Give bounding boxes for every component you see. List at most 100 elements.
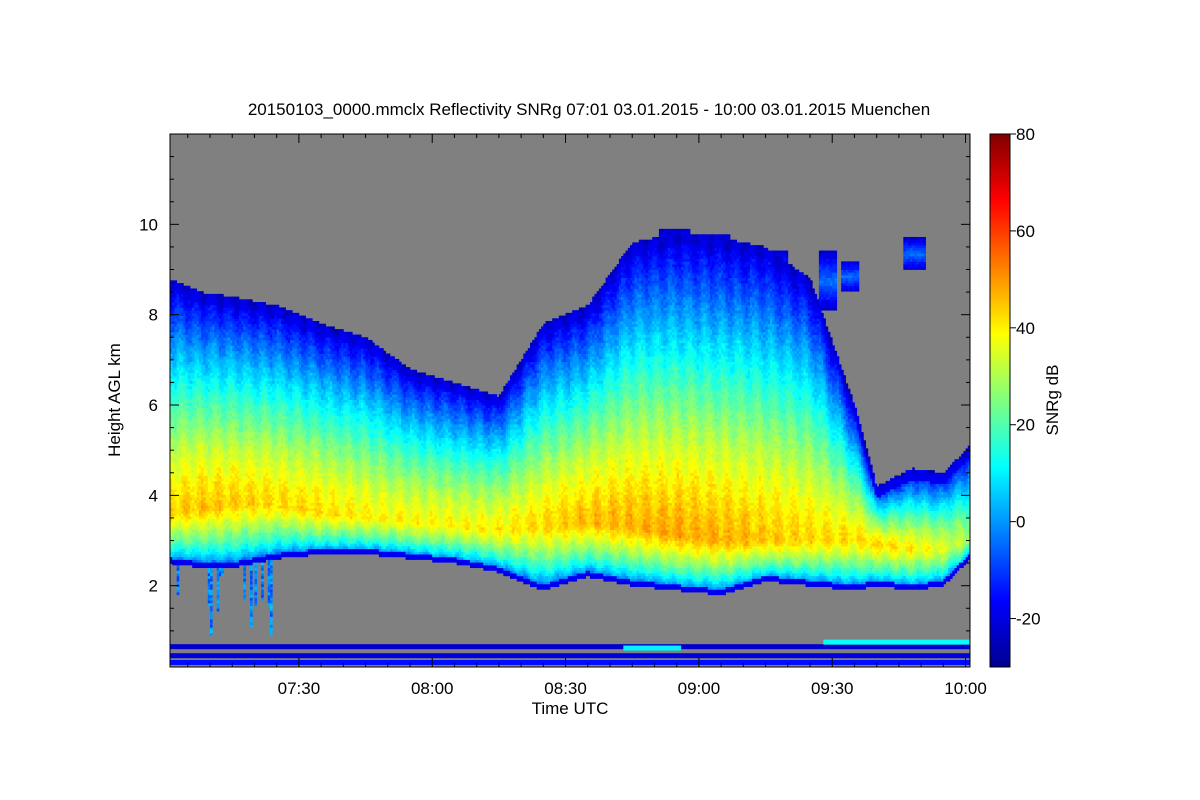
- heat-cell: [174, 370, 177, 373]
- heat-cell: [243, 438, 246, 441]
- heat-cell: [254, 530, 257, 533]
- heat-cell: [254, 389, 257, 406]
- heat-cell: [363, 519, 366, 522]
- heat-cell: [210, 627, 213, 630]
- heat-cell: [334, 505, 337, 511]
- heat-cell: [303, 530, 306, 533]
- heat-cell: [354, 532, 357, 535]
- heat-cell: [270, 587, 273, 590]
- heat-cell: [334, 524, 337, 527]
- heat-cell: [214, 400, 217, 403]
- heat-cell: [174, 527, 177, 533]
- heat-cell: [354, 378, 357, 381]
- heat-cell: [354, 427, 357, 433]
- heat-cell: [261, 597, 264, 600]
- heat-cell: [250, 611, 253, 614]
- heat-cell: [183, 535, 186, 538]
- heat-cell: [270, 573, 273, 576]
- heat-cell: [223, 557, 226, 560]
- heat-cell: [183, 549, 186, 555]
- heat-cell: [250, 625, 253, 628]
- heat-cell: [214, 503, 217, 506]
- heat-cell: [294, 497, 297, 506]
- heat-cell: [214, 359, 217, 362]
- heat-cell: [183, 554, 186, 557]
- heat-cell: [263, 541, 266, 544]
- heat-cell: [210, 584, 213, 590]
- heat-cell: [223, 524, 226, 527]
- heat-cell: [314, 432, 317, 435]
- heat-cell: [234, 522, 237, 531]
- heat-cell: [210, 576, 213, 579]
- heat-cell: [314, 378, 317, 381]
- heat-cell: [270, 560, 273, 563]
- heat-cell: [283, 391, 286, 397]
- heat-cell: [183, 532, 186, 535]
- heat-cell: [214, 489, 217, 500]
- heat-cell: [174, 497, 177, 500]
- heat-cell: [314, 359, 317, 362]
- heat-cell: [250, 614, 253, 617]
- heat-cell: [223, 497, 226, 508]
- heat-cell: [334, 329, 337, 332]
- heat-cell: [263, 435, 266, 438]
- heat-cell: [303, 343, 306, 352]
- heat-cell: [234, 359, 237, 362]
- heat-cell: [283, 551, 286, 557]
- heat-cell: [314, 508, 317, 511]
- heat-cell: [203, 484, 206, 490]
- heat-cell: [294, 375, 297, 381]
- heat-cell: [263, 405, 266, 419]
- heat-cell: [274, 356, 277, 362]
- heat-cell: [250, 608, 253, 611]
- heat-cell: [261, 578, 264, 581]
- heat-cell: [323, 467, 326, 470]
- heat-cell: [183, 560, 186, 566]
- heat-cell: [183, 354, 186, 357]
- heat-cell: [183, 359, 186, 362]
- heat-cell: [263, 321, 266, 324]
- heat-cell: [254, 305, 257, 311]
- heat-cell: [274, 546, 277, 549]
- heat-cell: [303, 513, 306, 516]
- heat-cell: [223, 486, 226, 489]
- heat-cell: [183, 438, 186, 441]
- heat-cell: [254, 554, 257, 557]
- heat-cell: [263, 524, 266, 530]
- heat-cell: [303, 424, 306, 427]
- heat-cell: [354, 549, 357, 555]
- heat-cell: [254, 367, 257, 370]
- heat-cell: [283, 486, 286, 489]
- heat-cell: [174, 297, 177, 300]
- heat-cell: [283, 443, 286, 446]
- heat-cell: [303, 524, 306, 530]
- heat-cell: [354, 524, 357, 530]
- heat-cell: [314, 389, 317, 398]
- heat-cell: [203, 562, 206, 568]
- heat-cell: [274, 438, 277, 447]
- heat-cell: [194, 457, 197, 463]
- heat-cell: [283, 462, 286, 468]
- heat-cell: [294, 381, 297, 387]
- heat-cell: [183, 546, 186, 549]
- heat-cell: [254, 473, 257, 479]
- heat-cell: [183, 543, 186, 546]
- heat-cell: [254, 413, 257, 416]
- heat-cell: [303, 318, 306, 324]
- heat-cell: [263, 554, 266, 557]
- heat-cell: [274, 305, 277, 308]
- heat-cell: [221, 568, 224, 571]
- heat-cell: [354, 530, 357, 533]
- heat-cell: [243, 465, 246, 468]
- heat-cell: [314, 324, 317, 327]
- heat-cell: [314, 435, 317, 446]
- heat-cell: [341, 329, 344, 332]
- heat-cell: [250, 573, 253, 576]
- heat-cell: [283, 419, 286, 428]
- heat-cell: [263, 546, 266, 549]
- heat-cell: [203, 470, 206, 476]
- heat-cell: [223, 527, 226, 530]
- heat-cell: [343, 356, 346, 362]
- heat-cell: [203, 446, 206, 449]
